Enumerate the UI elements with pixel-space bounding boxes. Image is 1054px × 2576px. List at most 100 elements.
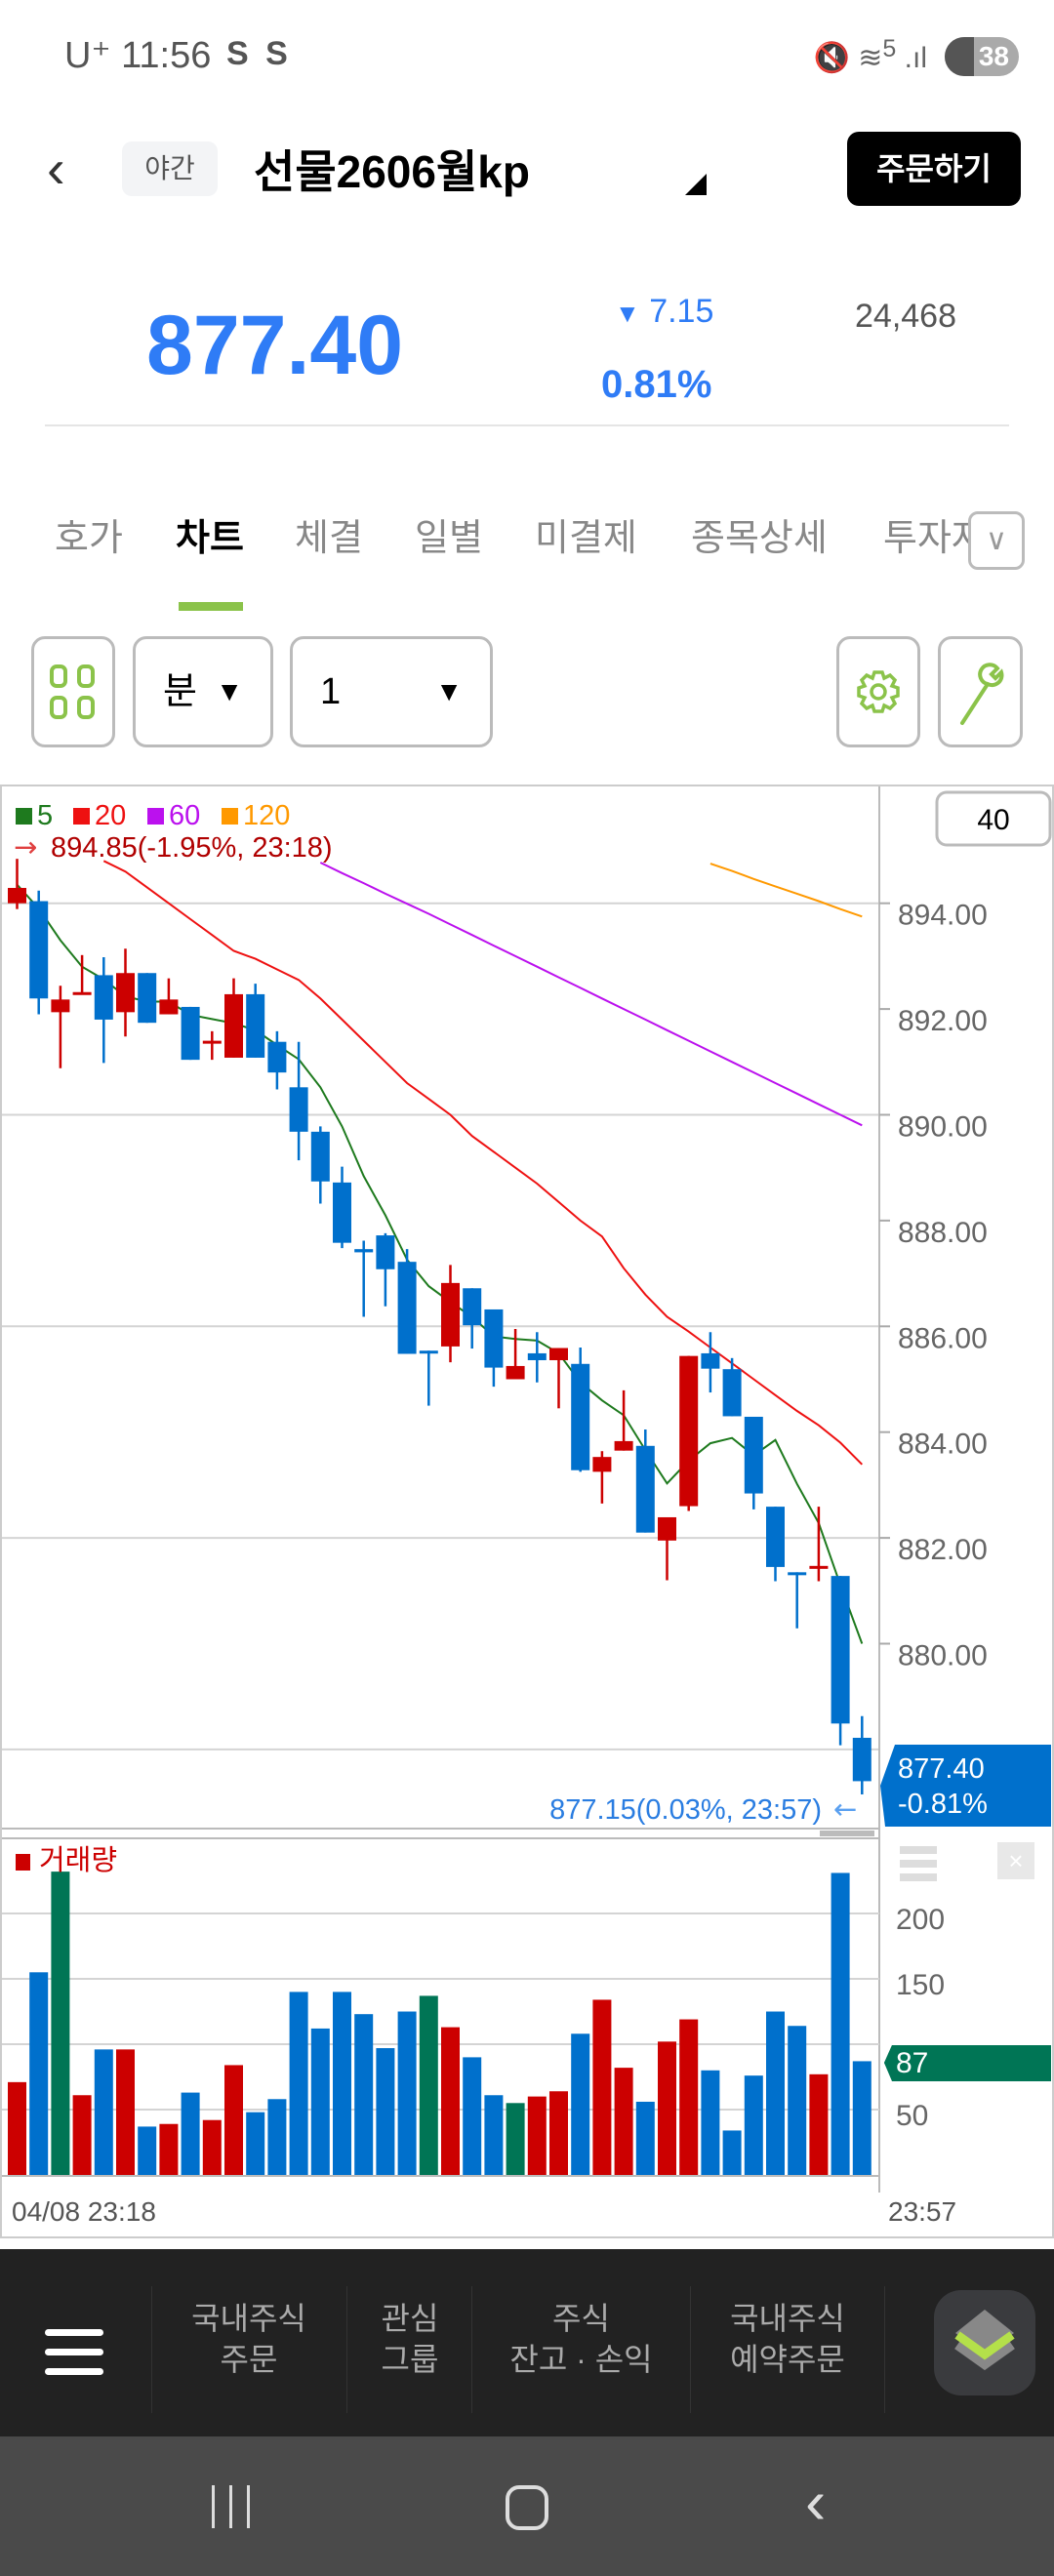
ma60-line <box>319 862 863 1127</box>
candle-body <box>310 1131 330 1182</box>
gear-icon <box>857 670 900 713</box>
chart-tools-button[interactable] <box>938 636 1023 747</box>
candlestick-chart[interactable]: 894.00 892.00 890.00 888.00 886.00 884.00 882.… <box>2 786 1052 2236</box>
volume-bar <box>72 2095 92 2175</box>
period-value-select[interactable]: 1 ▼ <box>290 636 493 747</box>
volume-tick-label: 200 <box>896 1904 945 1936</box>
nav-watchlist-group[interactable]: 관심 그룹 <box>381 2301 439 2377</box>
back-icon[interactable]: ‹ <box>805 2467 827 2537</box>
down-arrow-icon: ▼ <box>615 299 640 328</box>
candle-body <box>181 1006 200 1061</box>
volume-bar <box>51 1872 70 2175</box>
volume-bar <box>788 2026 807 2175</box>
current-price: 877.40 <box>146 299 404 392</box>
candle-body <box>116 973 135 1013</box>
volume-bar <box>679 2019 699 2175</box>
system-nav-bar: ‹ <box>0 2436 1054 2576</box>
candle-body <box>202 1040 222 1044</box>
tabs-expand-button[interactable]: ∨ <box>968 511 1025 570</box>
candle-body <box>744 1416 763 1494</box>
y-tick-label: 884.00 <box>898 1429 988 1461</box>
candle-body <box>94 975 113 1020</box>
volume-bar <box>635 2101 655 2175</box>
volume-bar <box>527 2096 547 2175</box>
volume-bar <box>614 2068 633 2175</box>
volume-bar <box>224 2065 243 2175</box>
last-price-tag <box>880 1745 1051 1827</box>
nav-reserved-order[interactable]: 국내주식 예약주문 <box>730 2301 845 2377</box>
volume-bar <box>94 2049 113 2175</box>
tab-daily[interactable]: 일별 <box>415 518 483 559</box>
volume-bar <box>354 2014 374 2175</box>
x-label-end: 23:57 <box>888 2196 956 2227</box>
candle-body <box>29 901 49 999</box>
chart-panel[interactable]: 894.00 892.00 890.00 888.00 886.00 884.00 882.… <box>0 785 1054 2238</box>
tab-open-interest[interactable]: 미결제 <box>535 518 637 559</box>
legend-swatch <box>222 808 238 825</box>
divider <box>45 424 1009 426</box>
candle-body <box>267 1041 287 1073</box>
volume-bar <box>419 1995 438 2175</box>
legend-label-ma5: 5 <box>37 800 53 831</box>
price-change: ▼ 7.15 <box>615 293 714 330</box>
candle-body <box>788 1572 807 1576</box>
legend-swatch <box>147 808 164 825</box>
tab-orderbook[interactable]: 호가 <box>55 518 123 559</box>
tab-chart[interactable]: 차트 <box>176 518 244 559</box>
nav-domestic-order[interactable]: 국내주식 주문 <box>191 2301 306 2377</box>
resize-handle <box>820 1831 874 1836</box>
last-pct-label: -0.81% <box>898 1789 988 1820</box>
recent-apps-icon[interactable] <box>210 2485 253 2528</box>
period-unit-select[interactable]: 분 ▼ <box>133 636 273 747</box>
mute-wifi-signal-icons: 🔇 ≋5 .ıl <box>813 35 927 74</box>
chart-settings-button[interactable] <box>836 636 920 747</box>
tab-trades[interactable]: 체결 <box>295 518 363 559</box>
bottom-app-nav: 국내주식 주문 관심 그룹 주식 잔고 · 손익 국내주식 예약주문 <box>0 2249 1054 2436</box>
nav-balance-pnl[interactable]: 주식 잔고 · 손익 <box>509 2301 653 2377</box>
y-tick-label: 890.00 <box>898 1111 988 1144</box>
volume-bar <box>310 2028 330 2175</box>
active-tab-indicator <box>179 602 243 611</box>
y-tick-label: 880.00 <box>898 1640 988 1672</box>
legend-swatch <box>16 808 32 825</box>
candle-body <box>51 999 70 1013</box>
volume-bar <box>116 2049 135 2175</box>
instrument-dropdown-icon[interactable] <box>685 174 707 195</box>
volume-bar <box>484 2095 504 2175</box>
battery-icon: 38 <box>945 37 1019 76</box>
tab-details[interactable]: 종목상세 <box>691 518 828 559</box>
layers-icon <box>954 2310 1015 2371</box>
candle-body <box>852 1737 872 1782</box>
volume-bar <box>463 2057 482 2175</box>
volume-bar <box>8 2081 26 2175</box>
volume-close-icon-glyph: × <box>1008 1846 1023 1875</box>
candle-body <box>246 993 265 1058</box>
volume-bar <box>159 2123 179 2175</box>
volume-bar <box>766 2011 785 2175</box>
candle-body <box>766 1507 785 1567</box>
volume-menu-icon <box>900 1873 937 1881</box>
volume-bar <box>246 2112 265 2175</box>
volume-bar <box>831 1872 850 2175</box>
candle-body <box>506 1365 525 1380</box>
session-badge: 야간 <box>122 141 218 196</box>
layout-grid-button[interactable] <box>31 636 115 747</box>
layers-button[interactable] <box>934 2290 1035 2395</box>
instrument-title[interactable]: 선물2606월kp <box>254 146 530 197</box>
candle-body <box>592 1457 612 1472</box>
volume-bar <box>376 2048 395 2175</box>
order-button[interactable]: 주문하기 <box>847 132 1021 206</box>
ma120-line <box>709 863 863 918</box>
volume-bar <box>202 2119 222 2175</box>
volume-bar <box>658 2041 676 2175</box>
back-button[interactable]: ‹ <box>47 138 65 199</box>
legend-swatch <box>73 808 90 825</box>
legend-label-ma20: 20 <box>95 800 126 831</box>
hamburger-icon[interactable] <box>45 2329 103 2375</box>
home-icon[interactable] <box>506 2485 548 2530</box>
ma20-line <box>102 860 864 1466</box>
candle-body <box>527 1352 547 1360</box>
volume-bar <box>441 2027 460 2175</box>
y-tick-label: 886.00 <box>898 1322 988 1354</box>
candle-body <box>354 1249 374 1253</box>
